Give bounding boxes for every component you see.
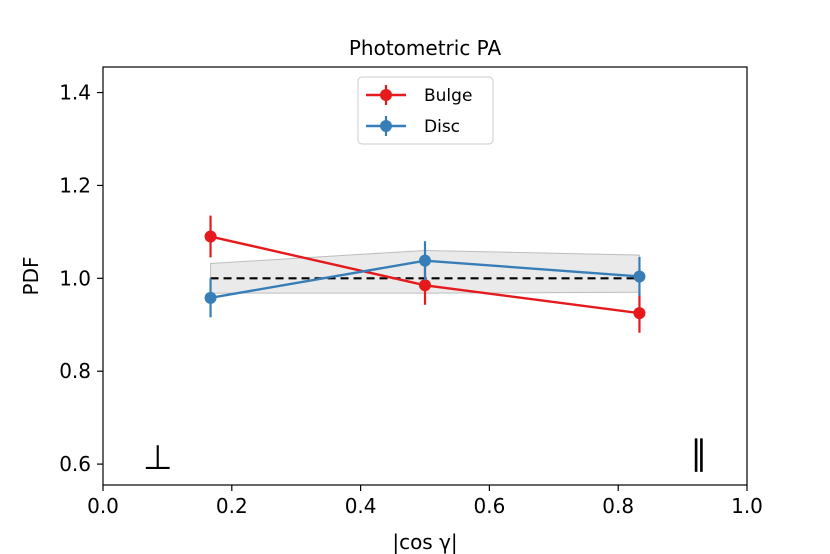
x-tick-label: 0.2 — [216, 494, 248, 518]
x-axis-ticks: 0.0 0.2 0.4 0.6 0.8 1.0 — [87, 485, 763, 518]
y-tick-label: 0.6 — [59, 452, 91, 476]
legend: Bulge Disc — [357, 76, 494, 145]
legend-entry-disc: Disc — [366, 116, 460, 137]
legend-entry-bulge: Bulge — [366, 85, 472, 106]
y-tick-label: 1.0 — [59, 266, 91, 290]
x-tick-label: 1.0 — [731, 494, 763, 518]
data-point — [633, 270, 646, 283]
x-axis-label: |cos γ| — [392, 530, 457, 554]
legend-label: Bulge — [424, 86, 472, 106]
legend-entries: Bulge Disc — [366, 85, 472, 137]
legend-label: Disc — [424, 117, 460, 137]
x-tick-label: 0.0 — [87, 494, 119, 518]
legend-marker — [380, 120, 392, 132]
data-point — [419, 254, 431, 267]
y-tick-label: 1.2 — [59, 173, 91, 197]
y-tick-label: 1.4 — [59, 81, 91, 105]
data-point — [204, 291, 217, 304]
chart-title: Photometric PA — [349, 36, 502, 60]
annotation-layer: ⊥ ∥ — [143, 433, 707, 478]
x-tick-label: 0.6 — [473, 494, 505, 518]
series-layer — [204, 215, 646, 333]
data-point — [204, 230, 217, 243]
series-disc — [204, 241, 646, 318]
annotation-symbol: ⊥ — [143, 438, 173, 478]
y-axis-label: PDF — [19, 257, 43, 296]
y-tick-label: 0.8 — [59, 359, 91, 383]
data-point — [633, 307, 646, 320]
legend-marker — [380, 89, 392, 101]
y-axis-ticks: 0.6 0.8 1.0 1.2 1.4 — [59, 81, 103, 476]
x-tick-label: 0.4 — [345, 494, 377, 518]
plot-frame — [102, 66, 748, 486]
data-point — [419, 279, 431, 292]
annotation-symbol: ∥ — [690, 433, 707, 473]
x-tick-label: 0.8 — [602, 494, 634, 518]
